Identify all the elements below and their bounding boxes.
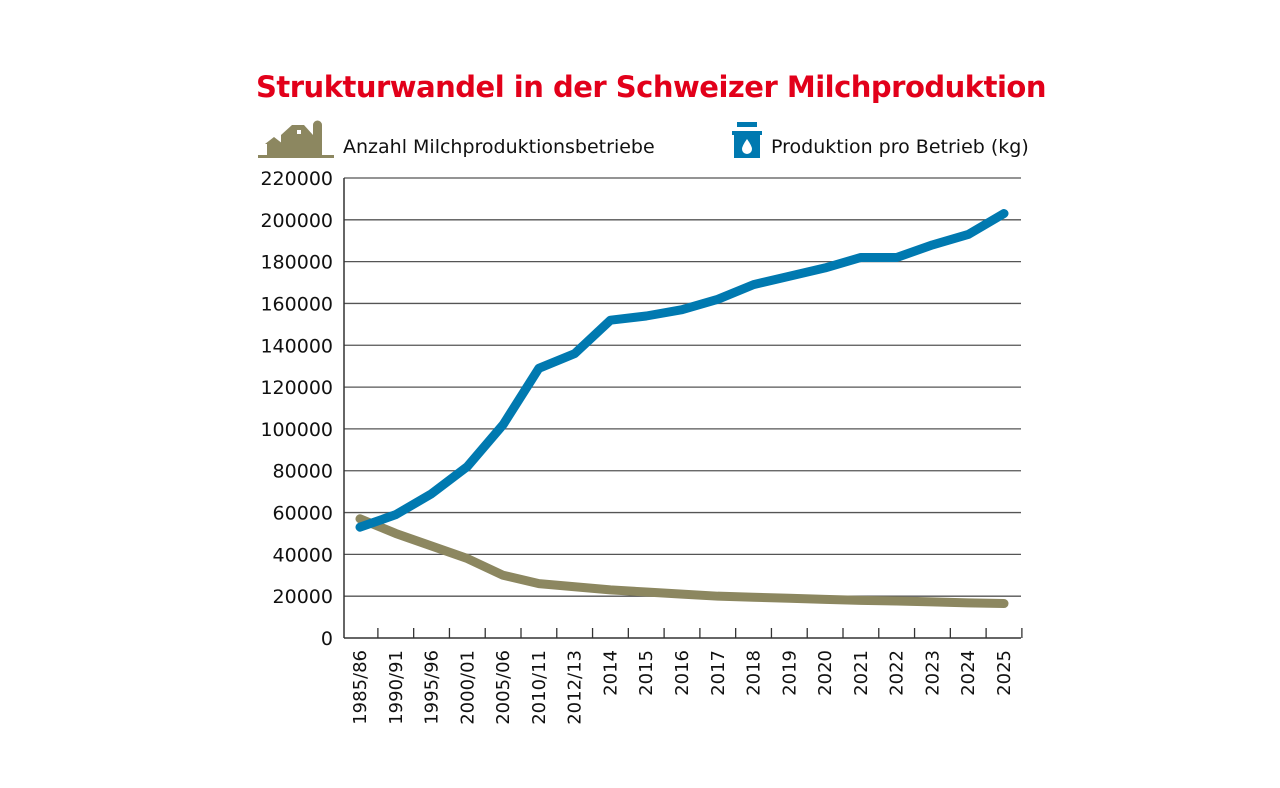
y-tick-label: 60000: [273, 503, 333, 525]
x-tick-label: 2024: [958, 650, 979, 696]
y-tick-label: 160000: [260, 293, 333, 315]
y-tick-label: 80000: [273, 461, 333, 483]
chart-title: Strukturwandel in der Schweizer Milchpro…: [256, 70, 1046, 104]
y-tick-label: 220000: [260, 168, 333, 190]
x-tick-label: 2018: [744, 650, 765, 696]
legend-label-betriebe: Anzahl Milchproduktionsbetriebe: [343, 136, 655, 158]
legend-label-produktion: Produktion pro Betrieb (kg): [771, 136, 1029, 158]
y-tick-label: 120000: [260, 377, 333, 399]
series-line-0: [355, 514, 1009, 608]
x-tick-label: 2000/01: [457, 650, 478, 725]
barn-icon: [258, 120, 334, 158]
series-line-1: [355, 209, 1009, 532]
x-tick-label: 2023: [922, 650, 943, 696]
x-tick-label: 2019: [779, 650, 800, 696]
x-tick-label: 2005/06: [493, 650, 514, 725]
x-tick-label: 1985/86: [350, 650, 371, 725]
milk-can-icon: [732, 122, 762, 158]
y-tick-label: 180000: [260, 252, 333, 274]
y-tick-label: 100000: [260, 419, 333, 441]
x-tick-label: 2010/11: [529, 650, 550, 725]
y-tick-label: 40000: [273, 544, 333, 566]
x-tick-label: 2016: [672, 650, 693, 696]
y-tick-label: 140000: [260, 335, 333, 357]
y-tick-label: 20000: [273, 586, 333, 608]
x-tick-label: 2025: [994, 650, 1015, 696]
x-tick-label: 2020: [815, 650, 836, 696]
y-tick-label: 200000: [260, 210, 333, 232]
y-tick-label: 0: [321, 628, 333, 650]
x-tick-label: 1995/96: [422, 650, 443, 725]
x-tick-label: 1990/91: [386, 650, 407, 725]
x-tick-label: 2022: [887, 650, 908, 696]
x-tick-label: 2012/13: [565, 650, 586, 725]
x-tick-label: 2015: [636, 650, 657, 696]
x-tick-label: 2014: [600, 650, 621, 696]
x-tick-label: 2017: [708, 650, 729, 696]
x-tick-label: 2021: [851, 650, 872, 696]
